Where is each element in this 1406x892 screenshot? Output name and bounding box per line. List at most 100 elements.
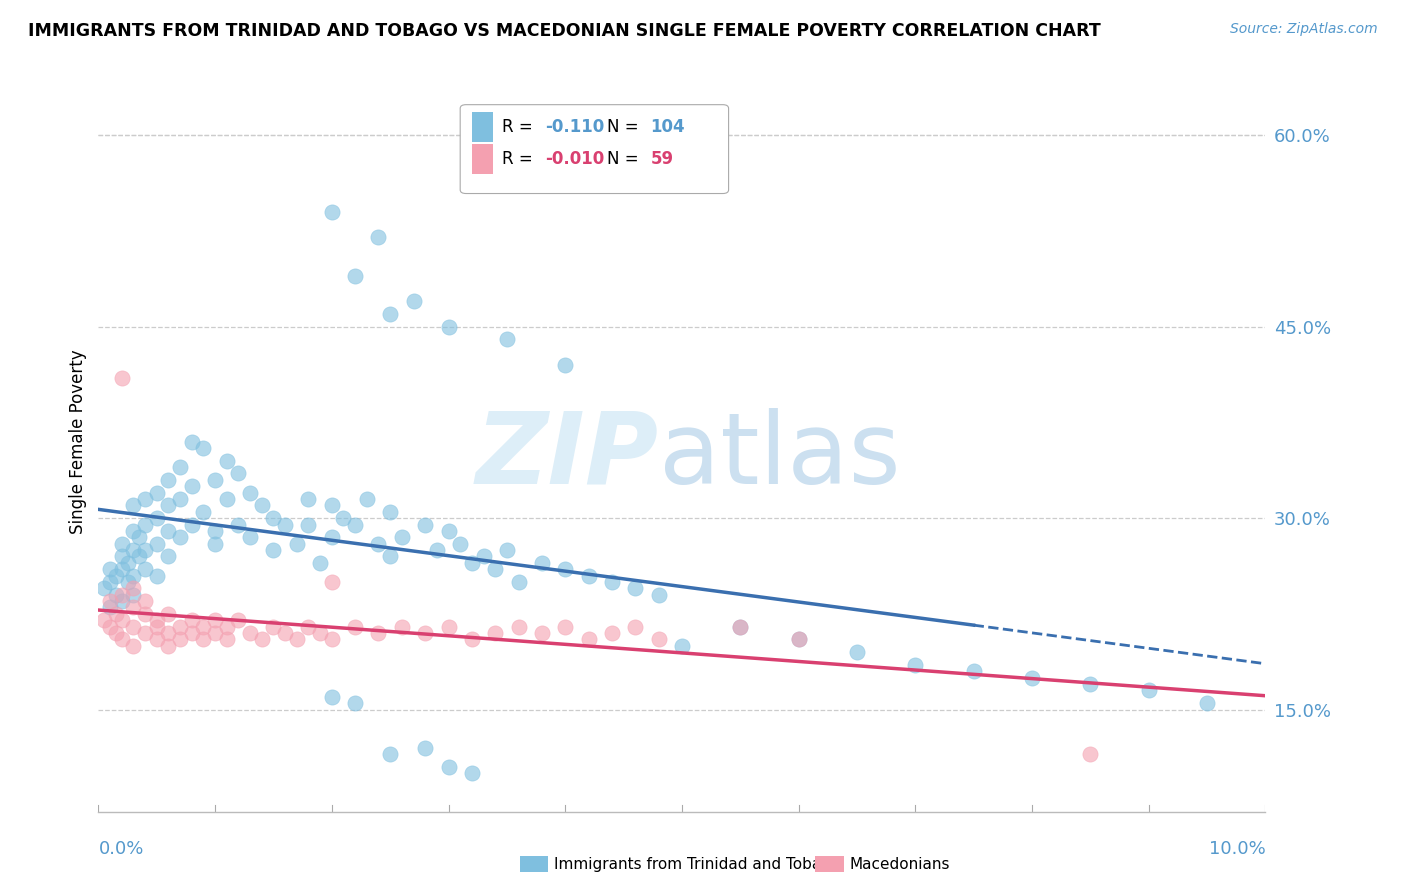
Point bbox=[262, 511, 284, 525]
Point bbox=[128, 530, 150, 544]
Point bbox=[1080, 677, 1102, 691]
Point bbox=[297, 491, 319, 506]
Point bbox=[787, 632, 810, 647]
Point bbox=[111, 562, 134, 576]
Point bbox=[157, 473, 180, 487]
Point bbox=[122, 568, 145, 582]
Text: Immigrants from Trinidad and Tobago: Immigrants from Trinidad and Tobago bbox=[554, 857, 841, 871]
Point bbox=[1080, 747, 1102, 762]
Point bbox=[122, 582, 145, 596]
Point bbox=[962, 665, 984, 679]
Point bbox=[437, 319, 460, 334]
Point bbox=[193, 620, 215, 634]
Text: atlas: atlas bbox=[658, 408, 900, 505]
Point bbox=[134, 491, 156, 506]
Point bbox=[344, 268, 367, 283]
Text: N =: N = bbox=[607, 118, 644, 136]
Point bbox=[380, 549, 402, 564]
Point bbox=[367, 536, 389, 550]
Point bbox=[128, 549, 150, 564]
Point bbox=[215, 453, 238, 467]
Point bbox=[332, 511, 354, 525]
Point bbox=[356, 491, 378, 506]
Point bbox=[122, 524, 145, 538]
Point bbox=[134, 543, 156, 558]
Point bbox=[98, 594, 121, 608]
Point bbox=[461, 556, 484, 570]
Point bbox=[297, 620, 319, 634]
Point bbox=[647, 632, 669, 647]
Point bbox=[204, 473, 226, 487]
Point bbox=[104, 588, 127, 602]
Point bbox=[624, 620, 647, 634]
Point bbox=[98, 620, 121, 634]
Point bbox=[122, 639, 145, 653]
Point bbox=[104, 607, 127, 621]
Point bbox=[122, 543, 145, 558]
Point bbox=[169, 491, 191, 506]
Text: -0.110: -0.110 bbox=[546, 118, 605, 136]
Point bbox=[122, 588, 145, 602]
Point bbox=[413, 626, 436, 640]
Point bbox=[146, 632, 169, 647]
Point bbox=[787, 632, 810, 647]
Point bbox=[104, 626, 127, 640]
Point bbox=[146, 620, 169, 634]
Point bbox=[730, 620, 752, 634]
Point bbox=[228, 467, 250, 481]
Point bbox=[367, 230, 389, 244]
Point bbox=[402, 294, 425, 309]
Point bbox=[600, 626, 623, 640]
Point bbox=[530, 556, 553, 570]
Point bbox=[250, 632, 273, 647]
Point bbox=[180, 613, 202, 627]
Point bbox=[380, 307, 402, 321]
Point bbox=[1021, 671, 1043, 685]
Point bbox=[98, 600, 121, 615]
Point bbox=[380, 747, 402, 762]
Point bbox=[554, 620, 576, 634]
Point bbox=[169, 460, 191, 475]
Point bbox=[111, 370, 134, 384]
Point bbox=[449, 536, 471, 550]
Point bbox=[157, 607, 180, 621]
Text: R =: R = bbox=[502, 150, 538, 168]
Point bbox=[239, 626, 262, 640]
Point bbox=[437, 760, 460, 774]
Point bbox=[1137, 683, 1160, 698]
Point bbox=[122, 499, 145, 513]
Point bbox=[578, 568, 600, 582]
Text: ZIP: ZIP bbox=[475, 408, 658, 505]
Point bbox=[134, 562, 156, 576]
Point bbox=[169, 620, 191, 634]
Text: 0.0%: 0.0% bbox=[98, 839, 143, 858]
Point bbox=[239, 530, 262, 544]
Point bbox=[180, 479, 202, 493]
Point bbox=[413, 517, 436, 532]
Point bbox=[134, 594, 156, 608]
Point bbox=[204, 613, 226, 627]
Point bbox=[134, 626, 156, 640]
Point bbox=[461, 766, 484, 780]
Point bbox=[111, 632, 134, 647]
Point bbox=[461, 632, 484, 647]
Point bbox=[904, 657, 927, 672]
Point bbox=[647, 588, 669, 602]
Point bbox=[484, 562, 506, 576]
Point bbox=[344, 620, 367, 634]
Point bbox=[344, 696, 367, 710]
Point bbox=[262, 620, 284, 634]
Point bbox=[391, 620, 413, 634]
FancyBboxPatch shape bbox=[460, 104, 728, 194]
Point bbox=[98, 574, 121, 589]
Point bbox=[215, 632, 238, 647]
Point bbox=[321, 690, 343, 704]
Point bbox=[321, 499, 343, 513]
Point bbox=[157, 639, 180, 653]
Point bbox=[380, 505, 402, 519]
Point bbox=[193, 632, 215, 647]
Point bbox=[730, 620, 752, 634]
Text: -0.010: -0.010 bbox=[546, 150, 605, 168]
Point bbox=[671, 639, 693, 653]
Point bbox=[321, 204, 343, 219]
